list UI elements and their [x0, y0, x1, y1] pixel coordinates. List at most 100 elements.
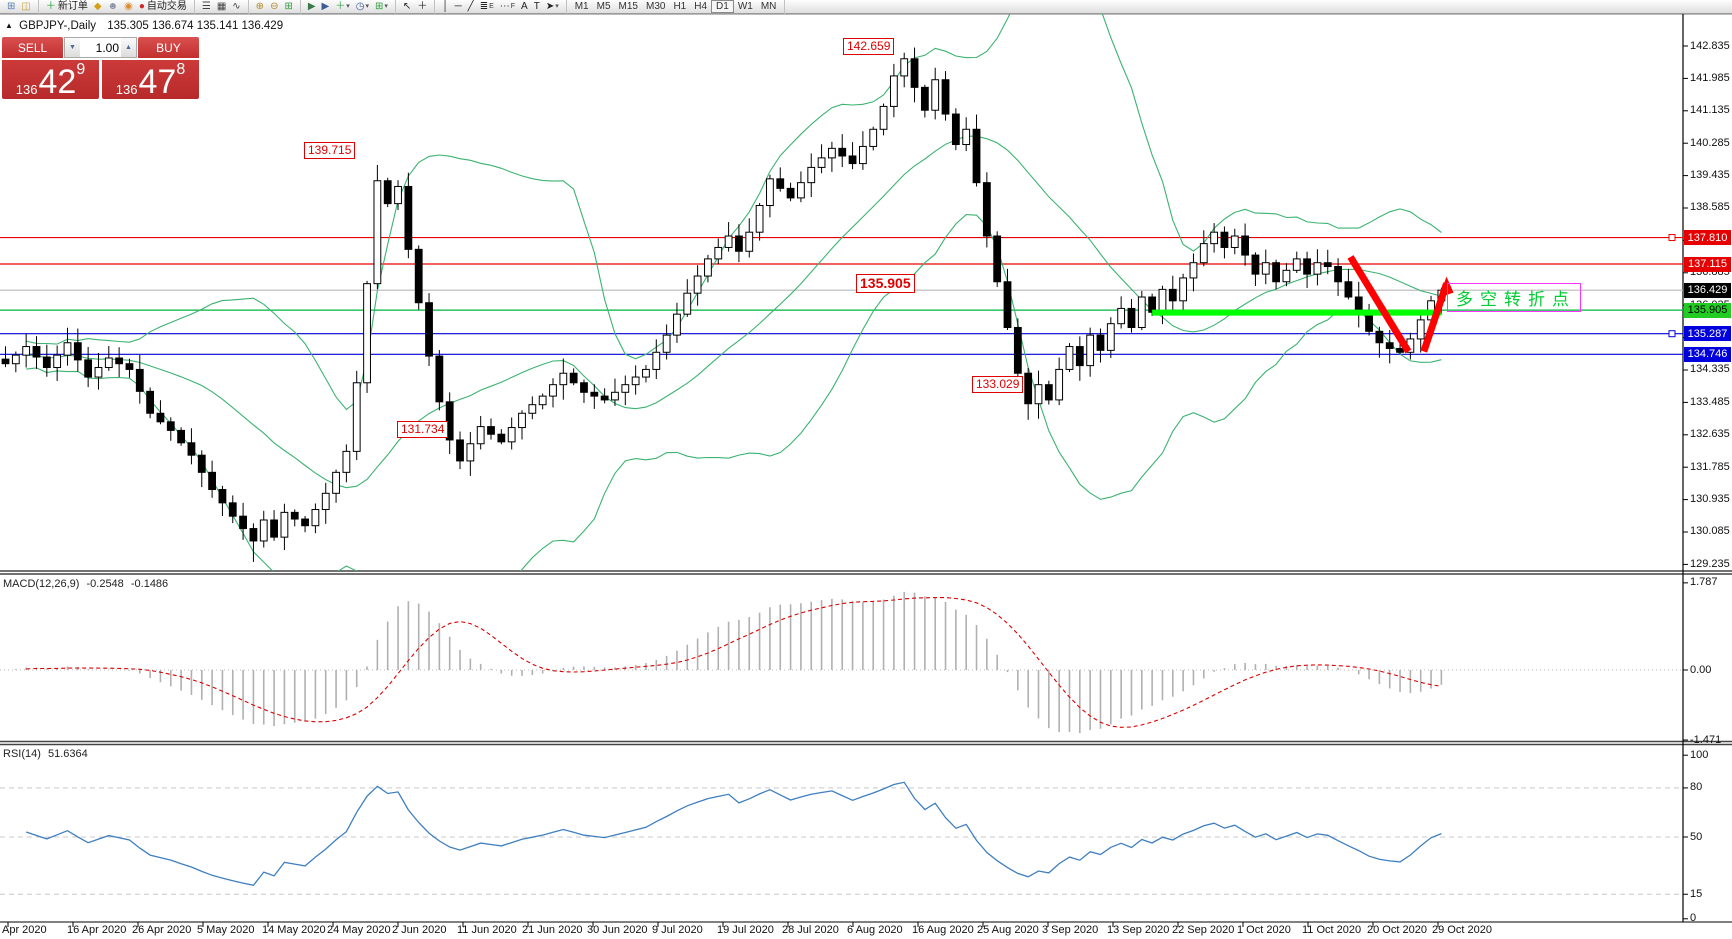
fibonacci-button[interactable]: ≣ E: [479, 1, 494, 12]
macd-axis-label: 0.00: [1690, 663, 1712, 676]
timeframe-m1-button[interactable]: M1: [574, 1, 589, 12]
profile-button[interactable]: ☻: [105, 0, 122, 13]
rsi-axis-label: 80: [1690, 781, 1703, 794]
symbol-name: GBPJPY-,Daily: [19, 20, 97, 32]
timeframe-m15-button[interactable]: M15: [618, 1, 638, 12]
chevron-down-icon: ▾: [346, 3, 350, 10]
chart-price-label[interactable]: 131.734: [397, 421, 449, 438]
chart-shift-button[interactable]: ▶: [319, 0, 333, 13]
volume-input[interactable]: [80, 38, 121, 57]
cursor-button[interactable]: ↖: [400, 0, 414, 13]
fibo-expansion-button[interactable]: ⋯ F: [499, 1, 516, 12]
date-label: 1 Oct 2020: [1237, 924, 1291, 936]
arrows-icon: ➤: [545, 1, 555, 12]
turning-point-annotation[interactable]: 多空转折点: [1447, 283, 1581, 312]
autotrade-button[interactable]: ● 自动交易: [138, 1, 187, 12]
date-label: 22 Sep 2020: [1172, 924, 1235, 936]
price-badge: 134.746: [1684, 346, 1731, 362]
date-label: 6 Aug 2020: [847, 924, 903, 936]
sell-button[interactable]: SELL: [2, 37, 63, 58]
buy-price-display[interactable]: 136 47 8: [102, 59, 199, 99]
chart-price-label[interactable]: 133.029: [972, 376, 1024, 393]
trendline-button[interactable]: ╱: [465, 0, 477, 13]
date-label: 25 Aug 2020: [977, 924, 1039, 936]
timeframe-h4-button[interactable]: H4: [694, 1, 708, 12]
zoom-out-icon: ⊖: [270, 1, 279, 12]
price-axis-label: 141.135: [1690, 104, 1730, 117]
chart-price-label[interactable]: 142.659: [843, 38, 895, 55]
new-order-button[interactable]: ＋新订单: [45, 1, 88, 12]
macd-indicator-label: MACD(12,26,9) -0.2548 -0.1486: [3, 578, 169, 590]
price-axis-label: 134.335: [1690, 363, 1730, 376]
zoom-in-icon: ⊕: [255, 1, 265, 12]
date-label: 11 Oct 2020: [1302, 924, 1362, 936]
price-axis-label: 132.635: [1690, 428, 1730, 441]
rsi-axis-label: 0: [1690, 912, 1697, 925]
toolbar: ⊞ ◫ ＋新订单 ◆ ☻ ◉ ● 自动交易 ☰ ▦ ∿ ⊕ ⊖ ⊞ ▶ ▶ ＋ ▾ ◷ ▾ ⊞ ▾ ↖ ＋ │ ─ ╱ ≣ E ⋯ F A T ➤…: [0, 0, 1732, 14]
template-button[interactable]: ⊞ ▾: [372, 0, 391, 13]
timeframe-mn-button[interactable]: MN: [760, 1, 777, 12]
crosshair-button[interactable]: ＋: [414, 0, 430, 13]
symbol-ohlc-values: 135.305 136.674 135.141 136.429: [107, 20, 284, 32]
trendline-icon: ╱: [467, 1, 474, 12]
chart-preview-button[interactable]: ◫: [18, 0, 33, 13]
date-label: 9 Jul 2020: [652, 924, 703, 936]
chart-price-label[interactable]: 139.715: [304, 142, 356, 159]
rsi-axis-label: 15: [1690, 887, 1703, 900]
add-indicator-button[interactable]: ＋ ▾: [332, 0, 353, 13]
volume-decrease-button[interactable]: ▼: [65, 38, 80, 57]
date-label: 20 Oct 2020: [1367, 924, 1427, 936]
price-axis-label: 142.835: [1690, 39, 1730, 52]
timeframe-m30-button[interactable]: M30: [645, 1, 666, 12]
timeframe-m5-button[interactable]: M5: [596, 1, 611, 12]
text-label-icon: T: [533, 1, 540, 12]
text-button[interactable]: A: [518, 0, 531, 13]
date-label: 16 Aug 2020: [912, 924, 974, 936]
chart-price-label[interactable]: 135.905: [856, 274, 915, 293]
macd-axis-label: 1.787: [1690, 576, 1718, 589]
price-axis-label: 139.435: [1690, 169, 1730, 182]
vertical-line-button[interactable]: │: [439, 0, 451, 13]
date-label: 3 Sep 2020: [1042, 924, 1099, 936]
period-button[interactable]: ◷ ▾: [353, 0, 372, 13]
cursor-icon: ↖: [402, 1, 412, 12]
template-icon: ⊞: [375, 1, 384, 12]
timeframe-w1-button[interactable]: W1: [737, 1, 753, 12]
add-indicator-icon: ＋: [335, 1, 346, 12]
date-label: 5 May 2020: [197, 924, 255, 936]
fibonacci-icon: ≣: [479, 1, 489, 12]
price-badge: 137.810: [1684, 230, 1731, 246]
rsi-axis-label: 100: [1690, 748, 1709, 761]
symbol-info-line: ▲ GBPJPY-,Daily 135.305 136.674 135.141 …: [5, 20, 283, 32]
line-chart-button[interactable]: ∿: [229, 0, 243, 13]
candle-chart-button[interactable]: ▦: [214, 0, 229, 13]
auto-scroll-button[interactable]: ▶: [305, 0, 319, 13]
buy-button[interactable]: BUY: [138, 37, 199, 58]
sell-price-pips: 42: [38, 63, 77, 101]
zoom-out-button[interactable]: ⊖: [267, 0, 281, 13]
text-label-button[interactable]: T: [531, 0, 543, 13]
volume-increase-button[interactable]: ▲: [121, 38, 136, 57]
date-label: 26 Apr 2020: [132, 924, 192, 936]
new-chart-button[interactable]: ⊞: [4, 0, 18, 13]
buy-price-pips: 47: [138, 63, 177, 101]
horizontal-line-button[interactable]: ─: [452, 0, 465, 13]
zoom-in-button[interactable]: ⊕: [253, 0, 267, 13]
buy-price-point: 8: [176, 61, 186, 78]
sell-price-display[interactable]: 136 42 9: [2, 59, 99, 99]
sell-price-point: 9: [76, 61, 86, 78]
styles-button[interactable]: ◆: [91, 0, 105, 13]
fibo-expansion-icon: ⋯: [499, 1, 510, 12]
arrows-button[interactable]: ➤ ▾: [543, 0, 562, 13]
bar-chart-button[interactable]: ☰: [199, 0, 214, 13]
timeframe-h1-button[interactable]: H1: [673, 1, 687, 12]
signals-icon: ◉: [124, 1, 133, 12]
price-badge: 137.115: [1684, 256, 1731, 272]
signals-button[interactable]: ◉: [121, 0, 136, 13]
period-icon: ◷: [355, 1, 365, 12]
tile-windows-button[interactable]: ⊞: [281, 0, 295, 13]
price-axis-label: 131.785: [1690, 460, 1730, 473]
timeframe-d1-button[interactable]: D1: [711, 0, 734, 13]
autotrade-icon: ●: [138, 1, 145, 12]
